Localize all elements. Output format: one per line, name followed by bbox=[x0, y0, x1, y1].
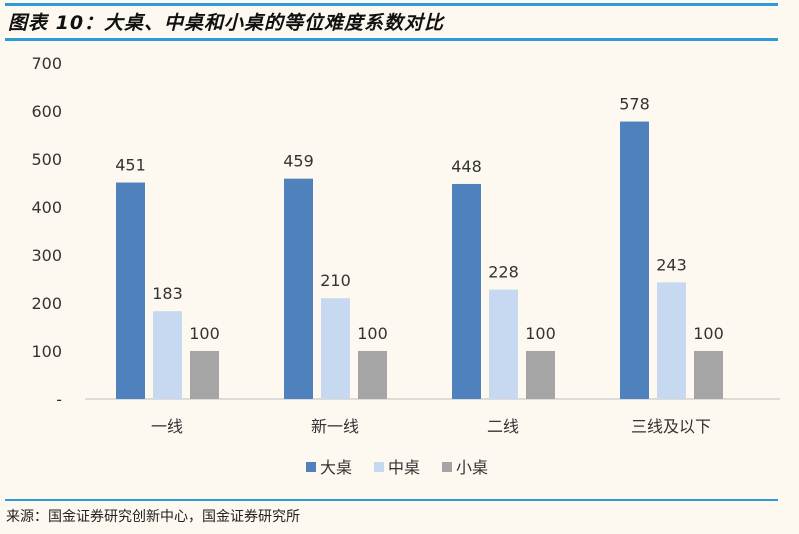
data-label: 183 bbox=[152, 284, 183, 303]
bar bbox=[489, 289, 518, 399]
data-label: 100 bbox=[189, 324, 220, 343]
legend-label: 小桌 bbox=[456, 458, 488, 477]
legend-swatch bbox=[306, 462, 316, 472]
bar bbox=[657, 282, 686, 399]
y-tick-label: 300 bbox=[31, 246, 62, 265]
x-tick-label: 三线及以下 bbox=[631, 417, 711, 436]
data-label: 243 bbox=[656, 255, 687, 274]
y-tick-label: 500 bbox=[31, 150, 62, 169]
y-tick-label: 400 bbox=[31, 198, 62, 217]
y-tick-label: 700 bbox=[31, 54, 62, 73]
data-label: 228 bbox=[488, 263, 519, 282]
top-rule bbox=[5, 3, 778, 6]
source-rule bbox=[5, 499, 778, 501]
data-label: 448 bbox=[451, 157, 482, 176]
data-label: 100 bbox=[693, 324, 724, 343]
data-label: 210 bbox=[320, 271, 351, 290]
bar bbox=[153, 311, 182, 399]
legend-swatch bbox=[374, 462, 384, 472]
bar bbox=[694, 351, 723, 399]
x-tick-label: 一线 bbox=[151, 417, 183, 436]
bar bbox=[190, 351, 219, 399]
y-tick-label: 100 bbox=[31, 342, 62, 361]
bar bbox=[284, 178, 313, 399]
y-tick-label: - bbox=[56, 390, 62, 409]
figure-title: 图表 10：大桌、中桌和小桌的等位难度系数对比 bbox=[8, 12, 445, 34]
data-label: 100 bbox=[357, 324, 388, 343]
bar bbox=[620, 121, 649, 399]
source-note: 来源：国金证券研究创新中心，国金证券研究所 bbox=[6, 509, 300, 525]
data-label: 451 bbox=[115, 156, 146, 175]
bar bbox=[526, 351, 555, 399]
data-label: 578 bbox=[619, 95, 650, 114]
y-tick-label: 200 bbox=[31, 294, 62, 313]
data-label: 100 bbox=[525, 324, 556, 343]
bar bbox=[358, 351, 387, 399]
legend-label: 中桌 bbox=[388, 458, 420, 477]
x-tick-label: 二线 bbox=[487, 417, 519, 436]
legend-label: 大桌 bbox=[320, 458, 352, 477]
bar bbox=[321, 298, 350, 399]
bar bbox=[452, 183, 481, 399]
bar bbox=[116, 182, 145, 399]
legend-swatch bbox=[442, 462, 452, 472]
x-tick-label: 新一线 bbox=[311, 417, 359, 436]
title-rule bbox=[5, 38, 778, 41]
data-label: 459 bbox=[283, 152, 314, 171]
y-tick-label: 600 bbox=[31, 102, 62, 121]
